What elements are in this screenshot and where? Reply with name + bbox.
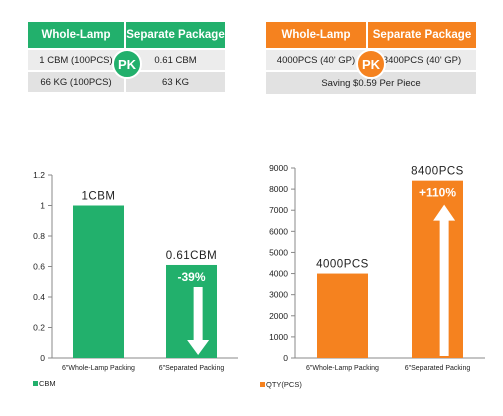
- row1-whole-lamp: 1 CBM (100PCS): [28, 50, 124, 70]
- pk-badge: PK: [112, 49, 142, 79]
- qty-data-label: 8400PCS: [411, 166, 464, 178]
- cbm-bar-chart: 0 0.2 0.4 0.6 0.8 1 1.2 1CBM 6"Whole-Lamp Packin…: [0, 160, 240, 400]
- whole-lamp-vs-separate-qty-table: Whole-Lamp Separate Package 4000PCS (40'…: [266, 22, 476, 94]
- qty-y-tick-label: 9000: [269, 163, 288, 173]
- qty-y-tick-label: 6000: [269, 226, 288, 236]
- qty-y-tick-label: 0: [283, 353, 288, 363]
- qty-category-label: 6"Separated Packing: [405, 365, 471, 372]
- qty-y-tick-label: 3000: [269, 290, 288, 300]
- qty-data-label: 4000PCS: [316, 259, 369, 271]
- cbm-y-tick-label: 0.6: [33, 262, 45, 272]
- qty-y-tick-label: 1000: [269, 332, 288, 342]
- header-separate-package: Separate Package: [126, 22, 225, 48]
- qty-bar-chart: 0 1000 2000 3000 4000 5000 6000 7000 8000 9000 400…: [250, 160, 500, 400]
- cbm-y-tick-label: 1: [40, 201, 45, 211]
- cbm-y-tick-label: 0.4: [33, 292, 45, 302]
- saving-note: Saving $0.59 Per Piece: [266, 72, 476, 94]
- header-separate-package: Separate Package: [368, 22, 476, 48]
- cbm-data-label: 0.61CBM: [166, 250, 217, 262]
- header-whole-lamp: Whole-Lamp: [266, 22, 366, 48]
- cbm-y-tick-label: 1.2: [33, 170, 45, 180]
- cbm-y-tick-label: 0: [40, 353, 45, 363]
- qty-chart-svg: 0 1000 2000 3000 4000 5000 6000 7000 8000 9000 400…: [260, 163, 485, 389]
- cbm-category-label: 6"Separated Packing: [159, 365, 225, 372]
- cbm-down-arrow-icon: [187, 286, 210, 355]
- qty-y-tick-label: 8000: [269, 184, 288, 194]
- cbm-y-tick-label: 0.2: [33, 323, 45, 333]
- header-whole-lamp: Whole-Lamp: [28, 22, 124, 48]
- qty-legend-swatch: [260, 382, 265, 387]
- cbm-chart-svg: 0 0.2 0.4 0.6 0.8 1 1.2 1CBM 6"Whole-Lamp Packin…: [33, 170, 238, 388]
- qty-legend-label: QTY(PCS): [266, 380, 302, 389]
- cbm-y-tick-label: 0.8: [33, 231, 45, 241]
- cbm-bar: [73, 205, 124, 358]
- cbm-category-label: 6"Whole-Lamp Packing: [62, 365, 135, 372]
- pk-badge: PK: [356, 49, 386, 79]
- row1-separate: 8400PCS (40' GP): [368, 50, 476, 70]
- qty-category-label: 6"Whole-Lamp Packing: [306, 365, 379, 372]
- cbm-change-label: -39%: [177, 270, 205, 284]
- row2-whole-lamp: 66 KG (100PCS): [28, 72, 124, 92]
- cbm-data-label: 1CBM: [82, 191, 116, 203]
- whole-lamp-vs-separate-cbm-table: Whole-Lamp Separate Package 1 CBM (100PC…: [28, 22, 225, 92]
- qty-bar: [317, 273, 368, 358]
- cbm-legend-label: CBM: [39, 379, 56, 388]
- row1-whole-lamp: 4000PCS (40' GP): [266, 50, 366, 70]
- row1-separate: 0.61 CBM: [126, 50, 225, 70]
- qty-y-tick-label: 2000: [269, 311, 288, 321]
- qty-change-label: +110%: [419, 186, 456, 200]
- cbm-legend-swatch: [33, 381, 38, 386]
- qty-up-arrow-icon: [433, 204, 456, 356]
- qty-y-tick-label: 4000: [269, 269, 288, 279]
- qty-y-tick-label: 5000: [269, 247, 288, 257]
- row2-separate: 63 KG: [126, 72, 225, 92]
- qty-bar: [412, 180, 463, 358]
- qty-y-tick-label: 7000: [269, 205, 288, 215]
